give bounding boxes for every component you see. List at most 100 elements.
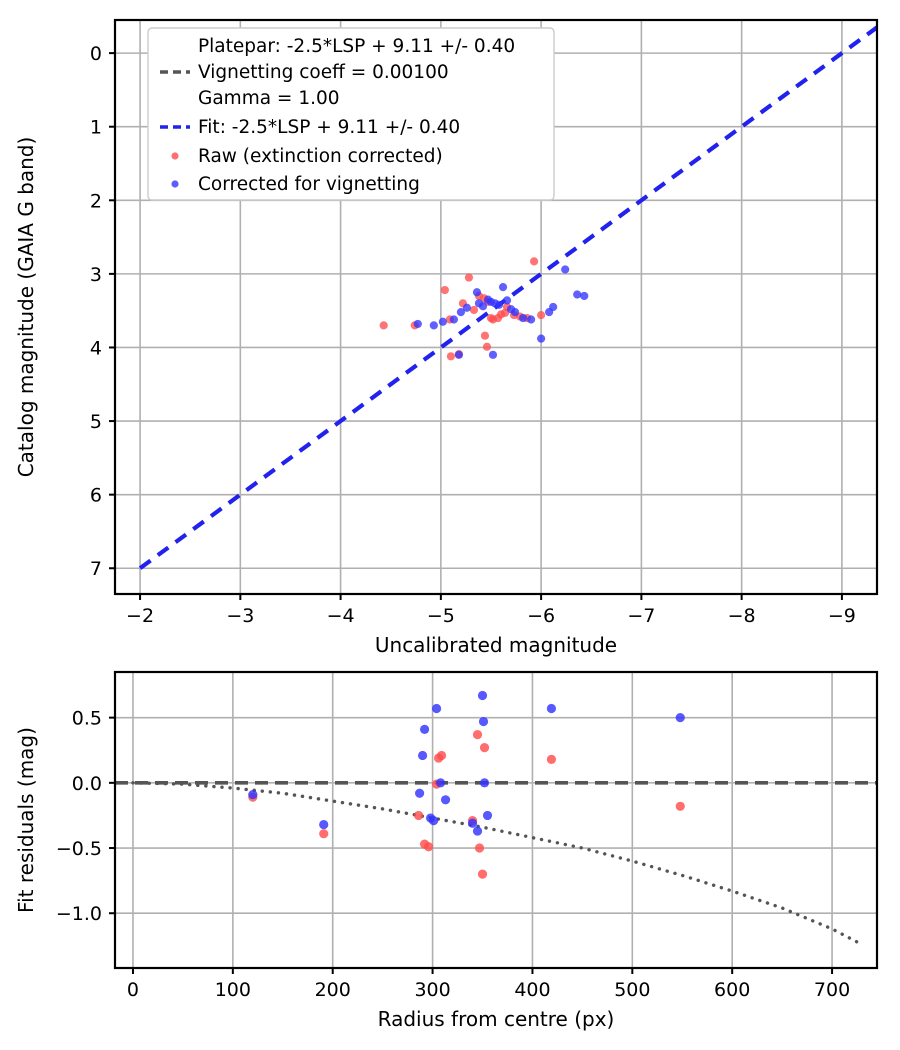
bottom-plot-background [115,672,877,968]
residual-point [546,754,557,764]
top-xaxis-label: Uncalibrated magnitude [375,633,617,657]
legend-fit-label: Fit: -2.5*LSP + 9.11 +/- 0.40 [198,117,460,138]
scatter-point [530,257,539,266]
bottom-xaxis-label: Radius from centre (px) [378,1007,615,1031]
top-axes-scatter-plot: −2 −3 −4 −5 −6 −7 −8 −9 0 1 2 3 4 5 6 7 Uncalibrated mag… [14,18,879,657]
legend-box [147,27,555,201]
scatter-point [413,319,422,329]
scatter-point [518,313,528,323]
scatter-point [502,296,512,305]
legend-vignetting-label: Vignetting coeff = 0.00100 [198,62,449,83]
residual-point [477,869,488,879]
residual-point [415,788,425,798]
scatter-point [498,283,508,292]
top-xtick-label: −5 [427,605,455,627]
bottom-xtick-label: 500 [614,979,650,1001]
top-xtick-label: −6 [527,605,555,627]
scatter-point [469,305,479,315]
top-ytick-label: 1 [90,117,102,139]
scatter-point [510,308,520,317]
top-xtick-label: −3 [226,605,254,627]
residual-point [435,778,446,788]
top-ytick-label: 2 [90,190,102,212]
residual-point [472,826,483,836]
residual-point [477,690,488,701]
top-xtick-label: −4 [327,605,355,627]
top-ytick-label: 5 [90,411,102,433]
residual-point [472,729,483,740]
residual-point [248,789,258,800]
residual-point [675,713,685,723]
scatter-point [500,308,510,317]
scatter-point [379,321,388,330]
scatter-point [482,342,492,351]
scatter-point [478,302,488,311]
residual-point [414,810,424,821]
bottom-xtick-label: 100 [215,979,251,1001]
legend-marker-corrected-dot [171,180,179,188]
top-xtick-label: −9 [828,605,856,627]
top-ytick-label: 0 [90,43,102,65]
bottom-ytick-label: 0.0 [72,773,102,795]
scatter-point [456,308,466,317]
scatter-point [494,300,504,309]
scatter-point [549,302,558,312]
residual-point [440,795,451,805]
residual-point [675,801,685,811]
top-ytick-label: 7 [90,558,102,580]
scatter-point [429,321,438,330]
scatter-point [537,310,546,320]
legend-marker-raw-dot [171,152,179,160]
top-ytick-label: 4 [90,337,102,359]
residual-point [479,743,490,753]
bottom-ytick-label: −0.5 [56,838,102,860]
bottom-xtick-label: 400 [514,979,550,1001]
residual-point [428,816,439,826]
top-yaxis-label: Catalog magnitude (GAIA G band) [14,137,38,478]
scatter-point [449,315,458,324]
residual-point [436,750,447,761]
scatter-point [561,265,570,274]
bottom-series-raw [248,729,685,879]
legend-gamma-label: Gamma = 1.00 [198,88,340,109]
scatter-point [573,290,582,299]
top-plot-spines [113,18,879,596]
scatter-point [472,288,482,297]
legend-platepar-label: Platepar: -2.5*LSP + 9.11 +/- 0.40 [198,36,515,57]
scatter-point [438,317,447,326]
bottom-xtick-label: 600 [714,979,750,1001]
residual-point [478,716,489,727]
residual-point [546,703,557,714]
bottom-xtick-label: 700 [814,979,850,1001]
bottom-yaxis-label: Fit residuals (mag) [14,727,38,913]
scatter-point [526,315,536,324]
bottom-xtick-label: 0 [127,979,139,1001]
scatter-point [454,350,464,359]
top-xtick-label: −8 [728,605,756,627]
top-data-layer [138,25,877,570]
scatter-point [446,352,455,361]
top-ytick-label: 6 [90,485,102,507]
top-ytick-label: 3 [90,264,102,286]
scatter-point [462,303,472,312]
bottom-axes-residual-plot: 0 100 200 300 400 500 600 700 0.5 0.0 −0.5 −1.0 Radi… [14,670,879,1031]
bottom-series-corrected [248,690,685,836]
residual-point [431,703,442,714]
bottom-ytick-label: −1.0 [56,903,102,925]
bottom-xtick-label: 300 [414,979,450,1001]
top-xtick-label: −2 [126,605,154,627]
scatter-point [580,291,589,301]
residual-point [423,842,434,852]
scatter-point [480,331,490,340]
scatter-point [537,334,546,343]
scatter-point [440,285,449,295]
scatter-point [464,273,474,282]
top-xtick-label: −7 [627,605,655,627]
residual-point [482,810,493,821]
bottom-xtick-label: 200 [315,979,351,1001]
top-series-corrected [413,265,589,359]
legend-corrected-label: Corrected for vignetting [198,174,420,195]
residual-point [417,750,428,761]
residual-point [319,819,329,830]
